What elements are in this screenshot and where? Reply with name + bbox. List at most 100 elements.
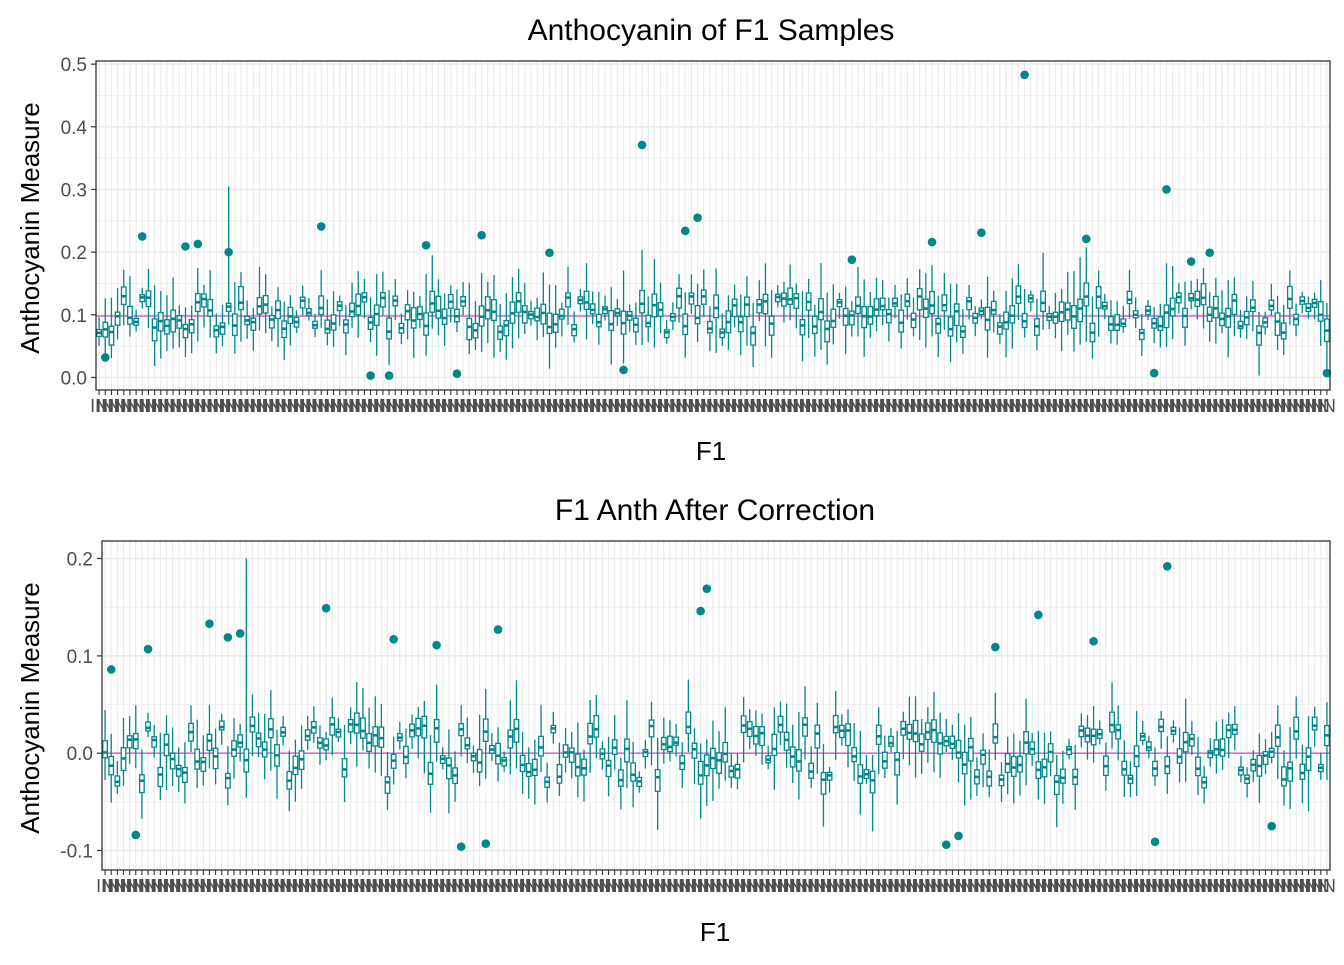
box-group bbox=[626, 304, 633, 332]
box-body bbox=[353, 712, 360, 734]
x-tick-label: IN bbox=[1077, 396, 1095, 416]
outlier-point bbox=[991, 642, 1000, 652]
box-group bbox=[562, 728, 569, 773]
x-tick-label: IN bbox=[1256, 396, 1274, 416]
box-body bbox=[574, 753, 581, 777]
x-tick-label: IN bbox=[256, 876, 274, 896]
box-group bbox=[497, 303, 504, 352]
x-tick-label: IN bbox=[127, 876, 145, 896]
box-body bbox=[1311, 716, 1318, 731]
box-group bbox=[1280, 304, 1287, 355]
x-tick-label: IN bbox=[379, 876, 397, 896]
x-tick-label: IN bbox=[1133, 396, 1151, 416]
box-group bbox=[224, 186, 233, 325]
box-group bbox=[127, 276, 133, 337]
box-group bbox=[205, 619, 214, 769]
x-tick-label: IN bbox=[778, 876, 796, 896]
x-tick-label: IN bbox=[943, 876, 961, 896]
box-body bbox=[299, 296, 306, 309]
x-tick-label: IN bbox=[243, 876, 261, 896]
x-tick-label: IN bbox=[299, 876, 317, 896]
outlier-point bbox=[637, 140, 647, 150]
box-body bbox=[875, 724, 882, 745]
box-body bbox=[347, 718, 354, 733]
box-body bbox=[1109, 711, 1115, 733]
x-tick-label: IN bbox=[96, 876, 114, 896]
x-tick-label: IN bbox=[317, 876, 335, 896]
x-tick-label: IN bbox=[1195, 876, 1213, 896]
box-body bbox=[593, 714, 600, 738]
x-tick-label: IN bbox=[1127, 396, 1145, 416]
box-group bbox=[941, 273, 948, 330]
box-group bbox=[372, 696, 379, 773]
x-tick-label: IN bbox=[170, 396, 188, 416]
box-group bbox=[759, 713, 765, 765]
box-group bbox=[589, 291, 596, 325]
box-group bbox=[1237, 309, 1244, 338]
x-tick-label: IN bbox=[1005, 876, 1023, 896]
box-body bbox=[207, 298, 214, 317]
x-tick-label: IN bbox=[913, 876, 931, 896]
x-tick-label: IN bbox=[434, 876, 452, 896]
box-group bbox=[931, 691, 937, 773]
x-tick-label: IN bbox=[1269, 876, 1287, 896]
x-tick-label: IN bbox=[1121, 876, 1139, 896]
x-tick-label: IN bbox=[348, 876, 366, 896]
x-tick-label: IN bbox=[925, 876, 943, 896]
x-tick-label: IN bbox=[133, 876, 151, 896]
box-group bbox=[1053, 755, 1060, 828]
x-tick-label: IN bbox=[466, 396, 484, 416]
x-axis: ININININININININININININININININININININ… bbox=[90, 390, 1336, 416]
box-body bbox=[648, 719, 655, 738]
box-group bbox=[1205, 248, 1214, 342]
outlier-point bbox=[1081, 234, 1091, 244]
box-group bbox=[169, 727, 176, 787]
x-tick-label: IN bbox=[547, 396, 565, 416]
box-group bbox=[830, 284, 837, 345]
outlier-point bbox=[384, 371, 394, 380]
box-group bbox=[145, 268, 152, 329]
box-body bbox=[175, 764, 182, 777]
x-tick-label: IN bbox=[526, 876, 544, 896]
box-group bbox=[937, 712, 944, 778]
outlier-point bbox=[1267, 821, 1276, 831]
outlier-point bbox=[477, 230, 486, 240]
box-body bbox=[744, 296, 750, 318]
box-group bbox=[986, 749, 993, 798]
box-group bbox=[477, 230, 486, 353]
box-body bbox=[151, 318, 158, 342]
box-body bbox=[673, 736, 680, 746]
x-tick-label: IN bbox=[1145, 396, 1163, 416]
x-tick-label: IN bbox=[386, 396, 404, 416]
box-body bbox=[341, 758, 348, 778]
x-tick-label: IN bbox=[991, 396, 1009, 416]
x-tick-label: IN bbox=[679, 876, 697, 896]
x-tick-label: IN bbox=[1072, 876, 1090, 896]
box-body bbox=[200, 756, 207, 773]
box-group bbox=[1162, 562, 1172, 794]
box-group bbox=[818, 263, 824, 350]
x-tick-label: IN bbox=[194, 876, 212, 896]
box-group bbox=[881, 735, 888, 779]
box-body bbox=[787, 287, 794, 305]
box-group bbox=[1311, 706, 1318, 747]
outlier-point bbox=[1150, 837, 1160, 847]
x-tick-label: IN bbox=[269, 396, 287, 416]
box-group bbox=[460, 282, 467, 316]
box-group bbox=[476, 714, 483, 787]
box-group bbox=[484, 281, 491, 344]
x-tick-label: IN bbox=[188, 876, 206, 896]
box-group bbox=[842, 286, 849, 354]
box-group bbox=[509, 277, 516, 349]
box-group bbox=[360, 688, 366, 751]
x-tick-label: IN bbox=[1140, 876, 1158, 896]
box-group bbox=[238, 272, 244, 342]
outlier-point bbox=[1162, 185, 1171, 194]
x-tick-label: IN bbox=[183, 396, 201, 416]
box-body bbox=[521, 304, 528, 324]
box-group bbox=[1287, 727, 1294, 810]
box-group bbox=[1033, 298, 1040, 351]
box-body bbox=[1219, 738, 1226, 757]
x-tick-label: IN bbox=[553, 396, 571, 416]
x-tick-label: IN bbox=[1128, 876, 1146, 896]
